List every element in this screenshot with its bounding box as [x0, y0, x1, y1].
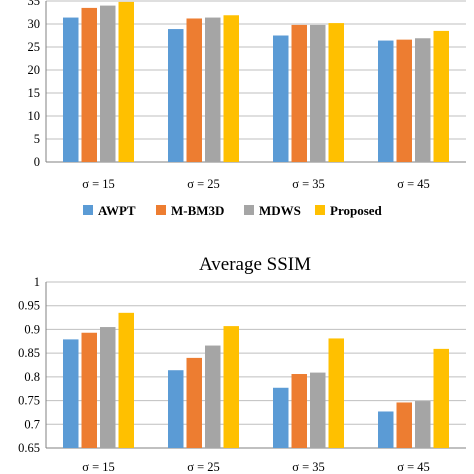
bar-mdws-4: [415, 401, 431, 448]
bar-mdws-3: [310, 372, 326, 448]
bar-proposed-4: [433, 348, 449, 448]
y-tick-label: 0.7: [24, 417, 40, 431]
legend: AWPT M-BM3D MDWS Proposed: [83, 203, 383, 218]
bar-mdws-2: [205, 345, 221, 448]
bar-mdws-4: [415, 38, 431, 163]
bar-proposed-1: [118, 312, 134, 448]
bar-mdws-3: [310, 24, 326, 163]
legend-swatch-proposed: [315, 205, 325, 215]
bar-m-bm3d-2: [186, 18, 202, 163]
bar-proposed-4: [433, 30, 449, 163]
bar-proposed-1: [118, 1, 134, 163]
bar-proposed-2: [223, 15, 239, 163]
y-tick-label: 25: [28, 40, 41, 54]
bar-m-bm3d-2: [186, 357, 202, 448]
x-tick-label: σ = 15: [82, 177, 115, 191]
x-tick-label: σ = 25: [187, 460, 220, 474]
bar-awpt-3: [273, 387, 289, 448]
bar-awpt-4: [378, 411, 394, 448]
bar-proposed-3: [328, 338, 344, 448]
legend-label-mdws: MDWS: [259, 203, 301, 218]
bar-awpt-3: [273, 35, 289, 162]
y-tick-label: 0.65: [18, 441, 40, 455]
psnr-bar-chart: 0 5 10 15 20 25 30 35 σ = 15 σ = 25 σ = 35 σ = 45: [28, 0, 466, 191]
bar-m-bm3d-4: [396, 402, 412, 448]
y-tick-label: 10: [28, 109, 41, 123]
y-tick-label: 0.85: [18, 346, 40, 360]
y-tick-label: 0.75: [18, 394, 40, 408]
bar-awpt-1: [63, 17, 79, 163]
bar-mdws-1: [100, 5, 116, 162]
ssim-bar-chart: 0.65 0.7 0.75 0.8 0.85 0.9 0.95 1 σ = 15 σ = 25 σ …: [18, 275, 466, 474]
bar-m-bm3d-1: [81, 7, 97, 163]
bar-awpt-2: [168, 29, 184, 163]
x-tick-label: σ = 25: [187, 177, 220, 191]
y-tick-label: 35: [28, 0, 41, 8]
bar-proposed-2: [223, 326, 239, 448]
bar-awpt-4: [378, 40, 394, 163]
y-tick-label: 5: [34, 132, 40, 146]
bar-proposed-3: [328, 23, 344, 162]
legend-swatch-mdws: [244, 205, 254, 215]
y-tick-label: 30: [28, 17, 41, 31]
y-tick-label: 0.95: [18, 299, 40, 313]
bar-m-bm3d-3: [291, 374, 307, 448]
y-tick-label: 20: [28, 63, 41, 77]
legend-label-awpt: AWPT: [98, 203, 136, 218]
y-tick-label: 0: [34, 155, 40, 169]
bar-m-bm3d-3: [291, 24, 307, 163]
bar-m-bm3d-4: [396, 39, 412, 162]
legend-label-proposed: Proposed: [330, 203, 383, 218]
y-tick-label: 0.9: [24, 322, 40, 336]
x-tick-label: σ = 35: [292, 460, 325, 474]
y-tick-label: 1: [34, 275, 40, 289]
x-tick-label: σ = 45: [397, 460, 430, 474]
x-tick-label: σ = 45: [397, 177, 430, 191]
legend-swatch-awpt: [83, 205, 93, 215]
legend-label-m-bm3d: M-BM3D: [171, 203, 224, 218]
bar-awpt-1: [63, 339, 79, 448]
bar-awpt-2: [168, 370, 184, 448]
bar-m-bm3d-1: [81, 332, 97, 448]
bar-mdws-1: [100, 327, 116, 448]
legend-swatch-m-bm3d: [156, 205, 166, 215]
y-tick-label: 0.8: [24, 370, 40, 384]
ssim-chart-title: Average SSIM: [199, 254, 311, 275]
y-tick-label: 15: [28, 86, 41, 100]
x-tick-label: σ = 35: [292, 177, 325, 191]
x-tick-label: σ = 15: [82, 460, 115, 474]
bar-mdws-2: [205, 17, 221, 163]
